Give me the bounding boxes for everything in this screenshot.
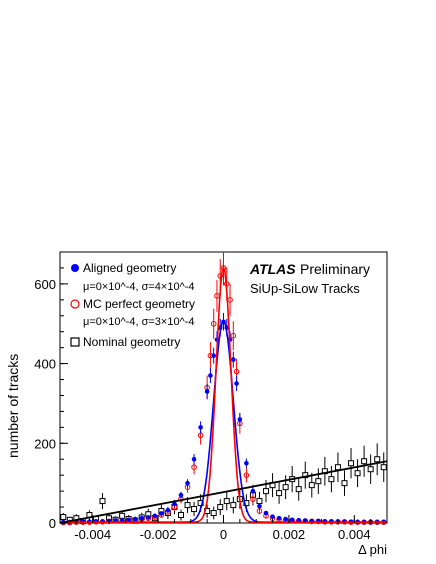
data-point bbox=[263, 488, 270, 495]
data-point bbox=[217, 504, 224, 511]
legend-params-mc: μ=0×10^-4, σ=3×10^-4 bbox=[83, 316, 195, 328]
data-point bbox=[296, 517, 302, 523]
data-point bbox=[177, 512, 184, 519]
data-point bbox=[308, 482, 315, 489]
data-point bbox=[348, 460, 355, 467]
data-point bbox=[210, 320, 217, 327]
data-point bbox=[276, 490, 283, 497]
x-tick-label: 0 bbox=[220, 527, 227, 542]
data-point bbox=[361, 458, 368, 465]
x-tick-label: 0.004 bbox=[338, 527, 371, 542]
legend-marker-mc bbox=[70, 299, 80, 309]
data-point bbox=[145, 515, 151, 520]
data-point bbox=[367, 466, 374, 473]
data-point bbox=[250, 496, 256, 502]
atlas-sublabel: Preliminary bbox=[300, 261, 370, 277]
y-tick-label: 400 bbox=[34, 357, 56, 372]
data-point bbox=[231, 357, 236, 362]
data-point bbox=[172, 501, 177, 507]
data-point bbox=[217, 273, 224, 279]
fit-line bbox=[59, 460, 388, 524]
legend-label-aligned: Aligned geometry bbox=[83, 261, 176, 275]
data-point bbox=[204, 389, 210, 394]
data-point bbox=[210, 510, 217, 517]
data-layer bbox=[59, 252, 388, 526]
data-point bbox=[191, 464, 197, 471]
data-point bbox=[139, 515, 145, 521]
data-point bbox=[374, 456, 381, 463]
fit-curve bbox=[60, 264, 387, 523]
data-point bbox=[99, 498, 106, 505]
x-tick-label: -0.004 bbox=[74, 527, 111, 542]
data-point bbox=[341, 480, 348, 487]
data-point bbox=[315, 478, 322, 485]
data-point bbox=[257, 503, 262, 509]
data-point bbox=[243, 500, 250, 507]
data-point bbox=[256, 508, 263, 514]
data-point bbox=[185, 480, 190, 486]
data-point bbox=[208, 373, 213, 378]
data-point bbox=[165, 507, 171, 513]
data-point bbox=[184, 502, 191, 509]
legend-label-mc: MC perfect geometry bbox=[83, 297, 195, 311]
y-tick-label: 600 bbox=[34, 277, 56, 292]
data-point bbox=[233, 368, 240, 375]
data-point bbox=[244, 460, 249, 466]
legend-marker-nominal bbox=[70, 337, 80, 347]
data-point bbox=[60, 514, 67, 521]
data-point bbox=[119, 512, 126, 519]
data-point bbox=[197, 500, 204, 507]
atlas-label: ATLAS bbox=[249, 261, 296, 277]
y-tick-label: 0 bbox=[49, 516, 56, 531]
legend-label-nominal: Nominal geometry bbox=[83, 335, 180, 349]
x-axis-label: Δ phi bbox=[358, 542, 387, 557]
data-point bbox=[282, 484, 289, 491]
selection-label: SiUp-SiLow Tracks bbox=[250, 281, 360, 296]
x-tick-label: -0.002 bbox=[140, 527, 177, 542]
data-point bbox=[178, 492, 184, 498]
data-point bbox=[289, 517, 295, 523]
data-point bbox=[295, 486, 302, 493]
data-point bbox=[276, 515, 282, 521]
data-point bbox=[263, 510, 269, 516]
data-point bbox=[191, 506, 198, 513]
data-point bbox=[230, 502, 237, 509]
y-axis-label: number of tracks bbox=[5, 354, 21, 458]
legend: Aligned geometry μ=0×10^-4, σ=4×10^-4 MC… bbox=[70, 261, 195, 349]
data-point bbox=[380, 464, 387, 471]
data-point bbox=[270, 514, 275, 519]
data-point bbox=[243, 472, 250, 478]
data-point bbox=[256, 498, 263, 505]
data-point bbox=[354, 470, 361, 477]
data-point bbox=[211, 353, 216, 358]
data-point bbox=[223, 498, 230, 505]
data-point bbox=[152, 513, 158, 519]
data-point bbox=[132, 516, 138, 522]
data-point bbox=[283, 516, 288, 522]
data-point bbox=[302, 472, 309, 479]
data-point bbox=[237, 417, 243, 422]
data-point bbox=[250, 488, 256, 494]
legend-params-aligned: μ=0×10^-4, σ=4×10^-4 bbox=[83, 281, 195, 293]
data-point bbox=[198, 425, 203, 430]
atlas-label-group: ATLAS Preliminary SiUp-SiLow Tracks bbox=[249, 261, 370, 296]
data-point bbox=[334, 464, 341, 471]
legend-marker-aligned bbox=[71, 264, 79, 272]
data-point bbox=[328, 476, 335, 483]
x-tick-label: 0.002 bbox=[273, 527, 306, 542]
data-point bbox=[234, 381, 239, 386]
data-point bbox=[126, 517, 131, 523]
data-point bbox=[230, 332, 237, 339]
y-tick-label: 200 bbox=[34, 436, 56, 451]
data-point bbox=[159, 511, 164, 516]
data-point bbox=[191, 456, 197, 462]
axes-layer: -0.004 -0.002 0 0.002 0.004 0 200 400 600 bbox=[34, 251, 388, 542]
